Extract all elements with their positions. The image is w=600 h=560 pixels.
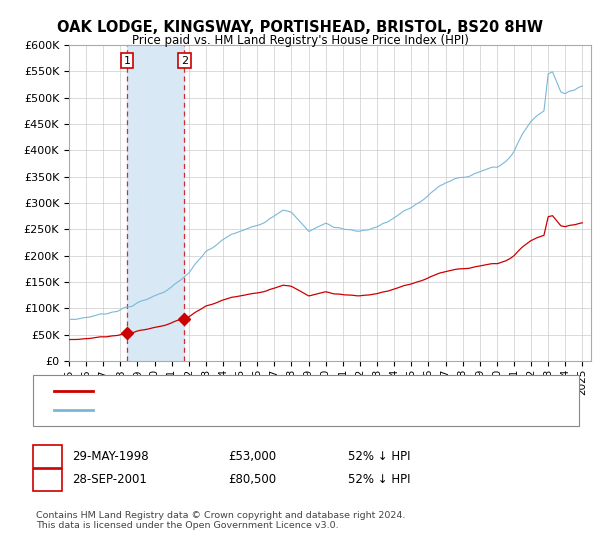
Text: £80,500: £80,500 [228,473,276,487]
Text: 29-MAY-1998: 29-MAY-1998 [72,450,149,463]
Bar [127,45,184,361]
Text: 1: 1 [44,451,51,461]
Text: 52% ↓ HPI: 52% ↓ HPI [348,473,410,487]
Text: £53,000: £53,000 [228,450,276,463]
Text: OAK LODGE, KINGSWAY, PORTISHEAD, BRISTOL, BS20 8HW: OAK LODGE, KINGSWAY, PORTISHEAD, BRISTOL… [57,20,543,35]
Text: 1: 1 [124,55,130,66]
Text: OAK LODGE, KINGSWAY, PORTISHEAD, BRISTOL, BS20 8HW (detached house): OAK LODGE, KINGSWAY, PORTISHEAD, BRISTOL… [99,385,522,395]
Text: 2: 2 [181,55,188,66]
Text: HPI: Average price, detached house, North Somerset: HPI: Average price, detached house, Nort… [99,405,388,416]
Text: 2: 2 [44,475,51,485]
Text: Contains HM Land Registry data © Crown copyright and database right 2024.
This d: Contains HM Land Registry data © Crown c… [36,511,406,530]
Text: 28-SEP-2001: 28-SEP-2001 [72,473,147,487]
Text: Price paid vs. HM Land Registry's House Price Index (HPI): Price paid vs. HM Land Registry's House … [131,34,469,46]
Text: 52% ↓ HPI: 52% ↓ HPI [348,450,410,463]
